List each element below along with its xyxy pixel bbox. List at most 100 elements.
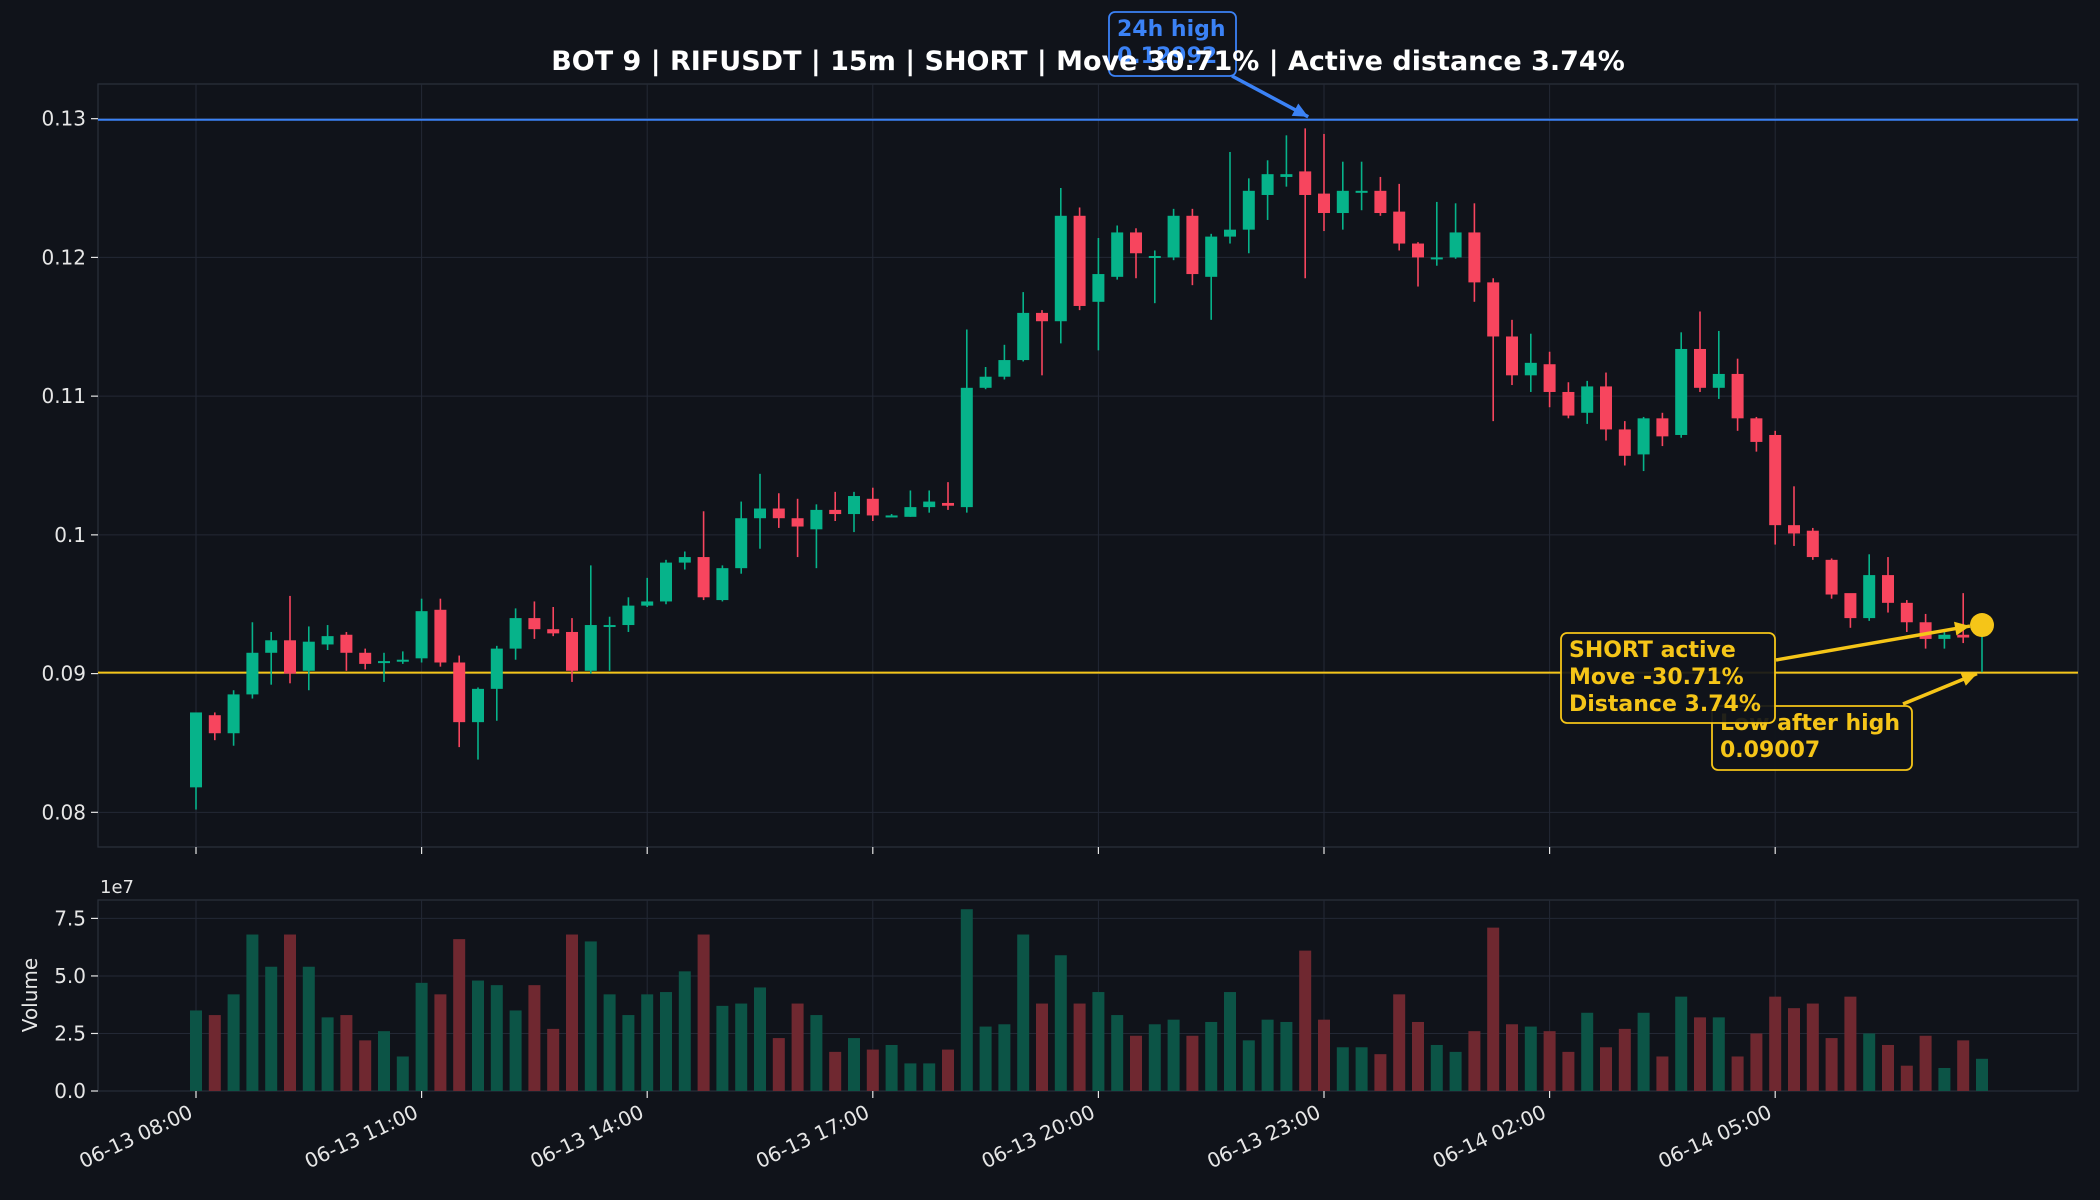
candle-body	[904, 507, 917, 517]
candle	[960, 329, 973, 513]
candle	[791, 498, 804, 558]
candle	[584, 565, 597, 674]
volume-bar	[1731, 1056, 1744, 1091]
candle	[321, 625, 334, 651]
volume-bar	[1938, 1067, 1951, 1091]
price-tick-label: 0.11	[41, 384, 86, 408]
volume-bar	[1618, 1028, 1631, 1091]
candle-body	[1506, 336, 1518, 376]
volume-bar	[641, 994, 654, 1091]
volume-bar	[1675, 996, 1688, 1091]
candle	[1825, 558, 1838, 599]
candle-body	[190, 712, 202, 788]
candle-body	[866, 498, 879, 516]
candle-body	[923, 501, 936, 508]
volume-tick-label: 0.0	[54, 1079, 86, 1103]
volume-bar	[1562, 1051, 1575, 1091]
candle	[1092, 237, 1105, 351]
price-tick-label: 0.13	[41, 107, 86, 131]
candle	[1355, 161, 1368, 211]
candle	[885, 514, 898, 518]
candle	[1017, 292, 1030, 362]
candle-body	[678, 557, 691, 563]
volume-bar	[735, 1003, 748, 1091]
volume-axis-label: Volume	[18, 958, 42, 1032]
volume-y-axis: 0.0 2.5 5.0 7.5	[54, 906, 98, 1103]
volume-bar	[265, 966, 278, 1091]
volume-bar	[1186, 1035, 1199, 1091]
candle	[302, 626, 315, 691]
candle	[866, 487, 879, 521]
candle-body	[265, 640, 278, 653]
candle-body	[1882, 575, 1894, 603]
candle	[1224, 151, 1236, 244]
candle-body	[1167, 215, 1180, 258]
volume-bar	[1092, 992, 1105, 1091]
candle-body	[1938, 634, 1951, 639]
candle-body	[434, 609, 447, 663]
candle	[1374, 176, 1387, 216]
candle-body	[1130, 232, 1142, 254]
current-price-marker	[1970, 613, 1994, 638]
candle-body	[208, 715, 221, 734]
candle-body	[1205, 236, 1218, 277]
candle	[1205, 233, 1218, 320]
volume-bar	[1261, 1019, 1274, 1091]
candle-body	[641, 601, 654, 606]
candle-body	[1374, 190, 1387, 214]
volume-bar	[697, 934, 710, 1091]
volume-bar	[340, 1015, 353, 1091]
volume-bar	[1205, 1021, 1218, 1091]
volume-bar	[1318, 1019, 1330, 1091]
candle-body	[1637, 418, 1650, 455]
candle	[434, 598, 447, 667]
candle-body	[1581, 386, 1594, 413]
candle-body	[829, 509, 842, 515]
volume-bar	[472, 980, 484, 1091]
volume-bar	[1130, 1035, 1142, 1091]
candle-body	[1769, 434, 1782, 526]
candle	[1111, 225, 1124, 280]
candle-body	[1148, 256, 1161, 259]
high-annotation-frame	[1108, 11, 1237, 77]
candle	[1900, 600, 1913, 632]
candle-body	[754, 508, 766, 519]
candle	[1242, 178, 1255, 254]
candle	[1656, 412, 1669, 447]
candle	[509, 608, 522, 660]
short-annotation-text: SHORT active	[1569, 638, 1736, 663]
candle-body	[1750, 418, 1763, 442]
candle	[641, 577, 654, 608]
volume-bar	[246, 934, 259, 1091]
candle	[1882, 557, 1894, 613]
volume-bar	[885, 1044, 898, 1091]
candle	[1788, 486, 1800, 546]
candle-body	[772, 508, 785, 519]
candle	[490, 645, 503, 721]
short-arrow-head	[1954, 621, 1970, 636]
volume-tick-label: 5.0	[54, 964, 86, 988]
low-arrow-head	[1960, 672, 1977, 686]
candle	[1750, 416, 1763, 452]
volume-bar	[848, 1038, 860, 1091]
volume-bar	[791, 1003, 804, 1091]
candle	[1054, 188, 1067, 344]
candle	[1543, 351, 1556, 408]
candlestick-series	[190, 128, 1988, 810]
candle-body	[509, 618, 522, 649]
volume-bar	[1600, 1047, 1612, 1091]
volume-bar	[1336, 1047, 1349, 1091]
candle-body	[1318, 193, 1330, 214]
candle-body	[885, 515, 898, 518]
volume-bar	[547, 1028, 560, 1091]
candle	[678, 551, 691, 570]
candle-body	[321, 636, 334, 645]
price-y-axis: 0.08 0.09 0.1 0.11 0.12 0.13	[41, 107, 98, 824]
volume-bar	[1656, 1056, 1669, 1091]
volume-multiplier-label: 1e7	[100, 877, 134, 898]
candle-body	[227, 694, 240, 734]
volume-bar	[1750, 1033, 1763, 1091]
volume-bar	[359, 1040, 372, 1091]
